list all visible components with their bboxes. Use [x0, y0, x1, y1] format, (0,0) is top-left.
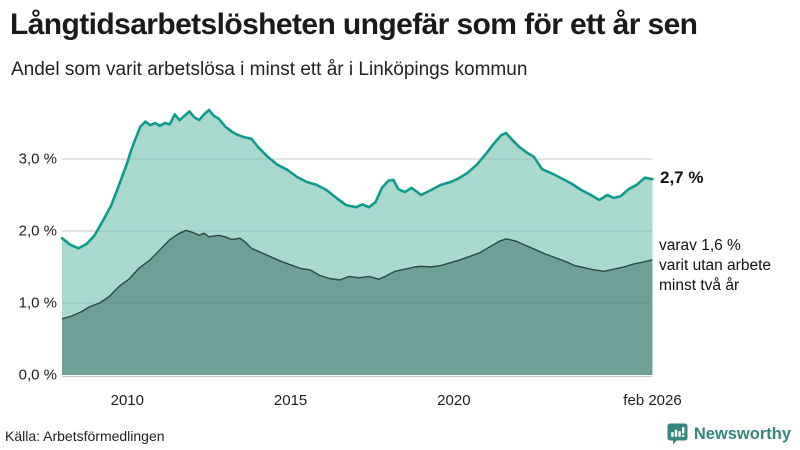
line-two-years	[61, 229, 653, 320]
source-caption: Källa: Arbetsförmedlingen	[5, 428, 165, 444]
x-tick-label: 2010	[110, 392, 144, 409]
y-tick-label: 0,0 %	[18, 366, 57, 384]
x-tick-label: 2015	[273, 392, 308, 409]
x-tick-label: 2020	[437, 392, 471, 409]
y-tick-label: 3,0 %	[18, 150, 57, 168]
y-tick-label: 1,0 %	[18, 294, 57, 312]
newsworthy-branding: Newsworthy	[667, 423, 791, 445]
x-tick-label: feb 2026	[623, 392, 682, 409]
area-two-years	[62, 230, 653, 375]
page-title: Långtidsarbetslösheten ungefär som för e…	[10, 8, 698, 41]
chart-subtitle: Andel som varit arbetslösa i minst ett å…	[11, 59, 528, 80]
newsworthy-wordmark: Newsworthy	[693, 424, 791, 443]
latest-value-label-two-years: varav 1,6 % varit utan arbete minst två …	[659, 237, 772, 294]
y-tick-label: 2,0 %	[18, 222, 57, 240]
newsworthy-speech-bubble-chart-icon	[667, 423, 688, 445]
latest-value-label-one-year: 2,7 %	[660, 168, 704, 187]
line-one-year	[60, 108, 654, 250]
